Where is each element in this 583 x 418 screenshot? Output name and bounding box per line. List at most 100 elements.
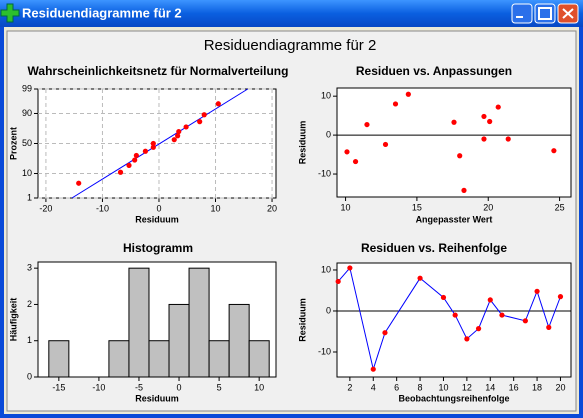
maximize-button[interactable]	[534, 3, 556, 24]
plot-area	[336, 262, 572, 378]
x-tick-label: -10	[96, 203, 109, 213]
y-axis-label: Prozent	[8, 127, 18, 160]
data-point	[461, 187, 467, 193]
data-point	[150, 140, 156, 147]
data-point	[215, 101, 221, 107]
x-tick-label: 8	[418, 382, 423, 392]
y-tick-label: 90	[22, 108, 32, 118]
data-point	[452, 312, 458, 318]
y-axis-label: Residuum	[297, 121, 307, 165]
histogram-bar	[108, 340, 130, 378]
title-bar	[0, 0, 583, 27]
data-point	[176, 128, 182, 135]
data-point	[132, 157, 138, 163]
data-point	[522, 318, 528, 324]
y-axis-label: Häufigkeit	[8, 298, 18, 342]
x-axis-label: Beobachtungsreihenfolge	[398, 393, 509, 403]
chart-title: Histogramm	[123, 241, 193, 255]
x-tick-label: -10	[92, 382, 105, 392]
data-point	[201, 112, 207, 118]
chart-title: Residuen vs. Anpassungen	[356, 64, 512, 78]
x-tick-label: 16	[509, 382, 519, 392]
x-tick-label: 5	[217, 382, 222, 392]
x-tick-label: 10	[341, 202, 351, 212]
app-icon	[0, 3, 20, 23]
data-point	[464, 336, 470, 342]
histogram-bar	[228, 303, 250, 378]
chart-title: Wahrscheinlichkeitsnetz für Normalvertei…	[28, 64, 289, 78]
x-tick-label: 14	[485, 382, 495, 392]
data-point	[335, 278, 341, 285]
data-point	[183, 124, 189, 130]
data-point	[475, 326, 482, 332]
x-tick-label: 6	[394, 382, 399, 392]
y-tick-label: 99	[22, 83, 32, 93]
histogram-bar	[208, 340, 230, 378]
x-tick-label: 18	[532, 382, 542, 392]
histogram-bar	[248, 340, 270, 378]
data-point	[344, 149, 350, 155]
x-tick-label: -15	[52, 382, 65, 392]
histogram-bar	[128, 267, 150, 378]
x-tick-label: 0	[177, 382, 182, 392]
data-point	[405, 91, 411, 97]
x-tick-label: 10	[438, 382, 448, 392]
x-axis-label: Angepasster Wert	[416, 214, 493, 224]
y-tick-label: -10	[318, 346, 331, 356]
data-point	[457, 153, 463, 159]
minimize-button[interactable]	[511, 3, 533, 24]
x-tick-label: 25	[555, 202, 565, 212]
data-point	[117, 169, 124, 175]
x-tick-label: 2	[347, 382, 352, 392]
y-tick-label: 10	[321, 264, 331, 274]
data-point	[499, 312, 505, 318]
data-point	[495, 104, 501, 110]
y-tick-label: 0	[326, 129, 331, 139]
data-point	[370, 366, 376, 372]
data-point	[481, 113, 487, 120]
data-point	[440, 294, 447, 301]
y-tick-label: 2	[27, 299, 32, 309]
data-point	[171, 137, 177, 143]
x-tick-label: 0	[156, 203, 161, 213]
data-point	[150, 144, 156, 150]
data-point	[417, 275, 423, 281]
y-tick-label: 1	[27, 335, 32, 345]
y-axis-label: Residuum	[297, 298, 307, 342]
y-tick-label: -10	[318, 168, 331, 178]
fit-line	[71, 88, 248, 199]
data-point	[126, 162, 132, 168]
plot-area	[336, 87, 572, 198]
data-point	[534, 288, 540, 294]
x-tick-label: 20	[555, 382, 565, 392]
x-tick-label: -20	[39, 203, 52, 213]
x-tick-label: 10	[254, 382, 264, 392]
data-point	[505, 136, 511, 142]
histogram-bar	[168, 303, 190, 378]
data-point	[481, 136, 487, 142]
y-tick-label: 0	[27, 371, 32, 381]
data-point	[175, 133, 181, 139]
histogram-bar	[148, 340, 170, 378]
x-tick-label: 15	[412, 202, 422, 212]
y-tick-label: 10	[22, 168, 32, 178]
x-tick-label: 10	[211, 203, 221, 213]
x-tick-label: 4	[371, 382, 376, 392]
data-point	[487, 118, 493, 125]
data-point	[133, 152, 139, 159]
data-point	[352, 158, 359, 165]
y-tick-label: 50	[22, 138, 32, 148]
data-point	[392, 101, 399, 107]
x-axis-label: Residuum	[135, 393, 179, 403]
data-point	[197, 119, 203, 125]
y-tick-label: 0	[326, 305, 331, 315]
data-point	[382, 330, 388, 336]
data-point	[487, 297, 493, 303]
data-point	[382, 141, 389, 148]
x-tick-label: 12	[462, 382, 472, 392]
close-button[interactable]	[557, 3, 579, 24]
data-point	[451, 119, 457, 125]
data-point	[76, 180, 82, 186]
x-tick-label: 20	[483, 202, 493, 212]
histogram-bar	[188, 267, 210, 378]
